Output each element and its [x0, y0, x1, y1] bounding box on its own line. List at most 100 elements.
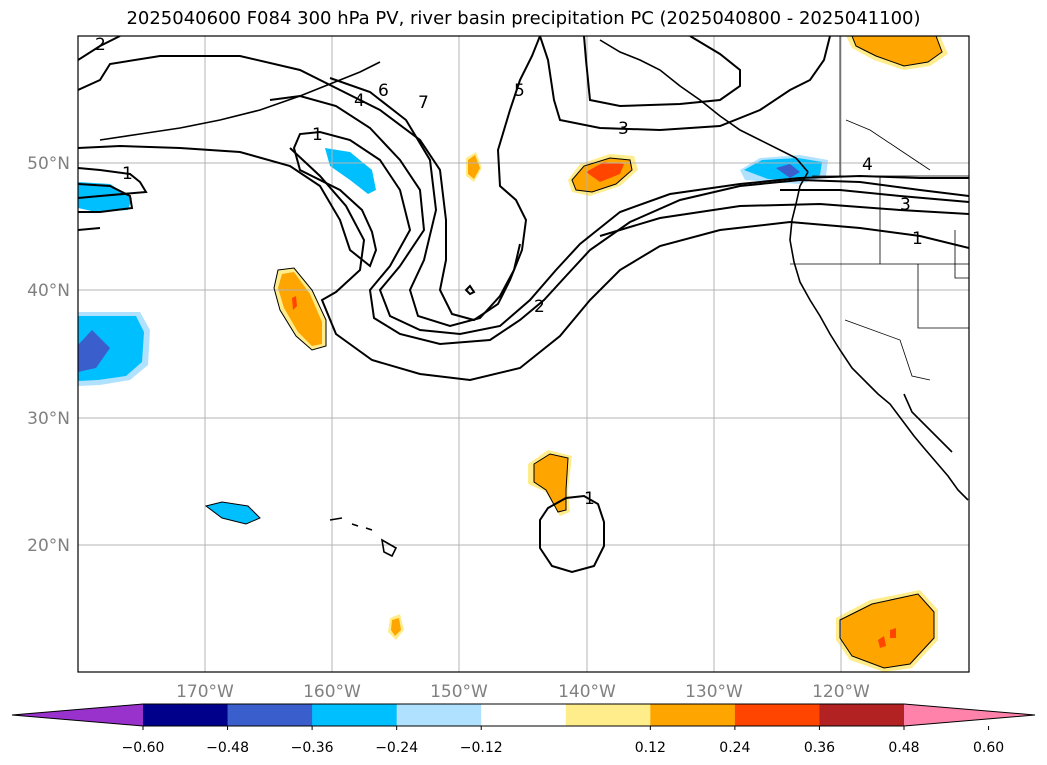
contour-label: 1	[584, 489, 595, 509]
latitude-labels: 20°N 30°N 40°N 50°N	[27, 154, 70, 556]
aleutian-islands	[99, 61, 381, 141]
precip-outline	[571, 157, 633, 193]
contour-label: 2	[95, 35, 106, 55]
precip-area	[878, 636, 886, 648]
lon-label: 160°W	[303, 682, 361, 702]
alaska-coast	[599, 39, 809, 173]
lon-label: 140°W	[558, 682, 616, 702]
precip-area	[776, 164, 800, 178]
longitude-labels: 170°W 160°W 150°W 140°W 130°W 120°W	[176, 682, 870, 702]
colorbar-segment	[143, 704, 229, 726]
colorbar-tick-label: −0.36	[291, 740, 334, 756]
colorbar-tick-label: 0.60	[973, 740, 1004, 756]
colorbar-tick-label: 0.48	[888, 740, 919, 756]
precip-outline	[533, 453, 569, 513]
lon-label: 120°W	[812, 682, 870, 702]
colorbar-segment	[650, 704, 736, 726]
contour-label: 3	[618, 119, 629, 139]
lon-label: 130°W	[685, 682, 743, 702]
colorbar-tick-label: 0.36	[804, 740, 835, 756]
contour-label: 1	[122, 164, 133, 184]
pv-contour	[464, 284, 476, 296]
pv-contour	[78, 183, 134, 213]
colorbar-extend-high	[904, 704, 1035, 726]
precip-area	[852, 36, 942, 66]
pv-contour	[78, 36, 121, 61]
map-frame	[77, 35, 970, 673]
contour-label: 2	[534, 297, 545, 317]
hawaii-islands	[329, 517, 398, 558]
map-panel: 2 6 4 7 5 1 3 1 4 3 1 2 1	[78, 35, 969, 672]
pv-contour	[780, 189, 969, 203]
colorbar-segment	[734, 704, 820, 726]
pv-contour	[78, 227, 101, 231]
precip-area	[391, 618, 401, 636]
contour-label: 4	[862, 155, 873, 175]
lon-label: 150°W	[430, 682, 488, 702]
lat-label: 40°N	[27, 281, 70, 301]
pv-contour	[583, 36, 741, 108]
contour-label: 7	[418, 93, 429, 113]
precip-area	[840, 594, 934, 668]
colorbar: −0.60 −0.48 −0.36 −0.24 −0.12 0.12 0.24 0.36 0.4…	[11, 703, 1036, 756]
pv-contour	[539, 36, 831, 132]
colorbar-segment	[565, 704, 651, 726]
pv-contours	[78, 36, 969, 574]
contour-label: 5	[514, 81, 525, 101]
pv-contour	[289, 147, 969, 382]
precip-area	[292, 296, 297, 310]
contour-labels: 2 6 4 7 5 1 3 1 4 3 1 2 1	[95, 35, 923, 509]
pv-contour	[78, 130, 969, 346]
coastlines	[99, 39, 969, 558]
precip-outline	[839, 593, 935, 669]
precip-area	[586, 162, 624, 182]
precip-outline	[273, 267, 327, 351]
colorbar-segment	[227, 704, 313, 726]
map-title: 2025040600 F084 300 hPa PV, river basin …	[126, 8, 921, 29]
precip-area	[325, 148, 376, 194]
lat-label: 30°N	[27, 409, 70, 429]
colorbar-extend-low	[12, 704, 143, 726]
precip-area	[890, 628, 896, 638]
colorbar-tick-label: −0.24	[375, 740, 418, 756]
colorbar-segment	[312, 704, 398, 726]
baja-coast	[903, 393, 953, 453]
pv-contour	[539, 494, 605, 574]
pv-contour	[329, 77, 521, 328]
contour-label: 3	[900, 195, 911, 215]
pv-contour	[78, 36, 541, 322]
colorbar-segment	[819, 704, 905, 726]
pv-contour	[269, 94, 969, 336]
colorbar-segment	[481, 704, 567, 726]
colorbar-tick-label: 0.12	[635, 740, 666, 756]
border	[954, 230, 969, 279]
contour-label: 1	[312, 125, 323, 145]
pv-contour	[78, 167, 148, 199]
lat-label: 50°N	[27, 154, 70, 174]
precip-area	[468, 155, 480, 179]
border	[917, 264, 969, 329]
north-america-coast	[789, 171, 969, 501]
gridlines	[78, 36, 969, 672]
colorbar-tick-label: −0.60	[122, 740, 165, 756]
contour-label: 6	[378, 81, 389, 101]
colorbar-tick-label: −0.12	[460, 740, 503, 756]
contour-label: 4	[354, 91, 365, 111]
colorbar-outline	[11, 703, 1036, 727]
precip-area	[534, 454, 568, 512]
colorbar-tick-label: 0.24	[719, 740, 750, 756]
border	[845, 119, 931, 171]
precip-area	[206, 502, 260, 524]
precip-outline	[851, 36, 943, 67]
colorbar-segment	[396, 704, 482, 726]
pv-contours-thin	[204, 36, 943, 669]
pv-contour	[599, 202, 969, 237]
precip-outline	[204, 501, 261, 525]
colorbar-tick-label: −0.48	[206, 740, 249, 756]
border	[844, 319, 931, 381]
lat-label: 20°N	[27, 536, 70, 556]
precip-area	[78, 330, 110, 372]
lon-label: 170°W	[176, 682, 234, 702]
contour-label: 1	[912, 229, 923, 249]
